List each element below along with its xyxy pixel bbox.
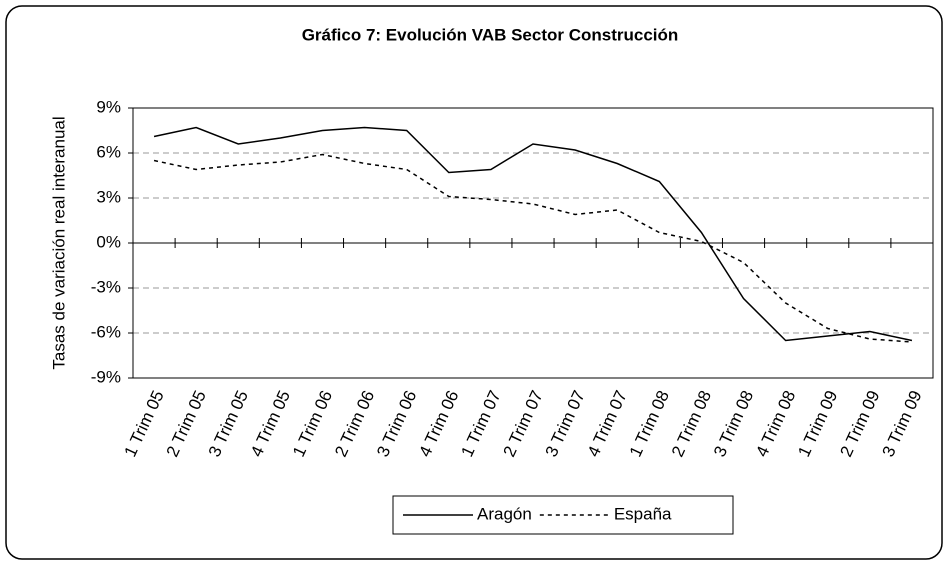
y-tick-label: -3% [91, 277, 121, 296]
chart-title: Gráfico 7: Evolución VAB Sector Construc… [302, 25, 679, 44]
legend-label: España [614, 504, 672, 523]
y-axis-label: Tasas de variación real interanual [49, 116, 68, 369]
legend-label: Aragón [477, 504, 532, 523]
y-tick-label: -9% [91, 367, 121, 386]
y-tick-label: 0% [96, 232, 121, 251]
data-line [153, 126, 913, 342]
y-tick-label: 3% [96, 187, 121, 206]
y-tick-label: -6% [91, 322, 121, 341]
y-tick-label: 6% [96, 142, 121, 161]
chart-frame [5, 5, 943, 560]
data-line [153, 153, 913, 343]
y-tick-label: 9% [96, 97, 121, 116]
